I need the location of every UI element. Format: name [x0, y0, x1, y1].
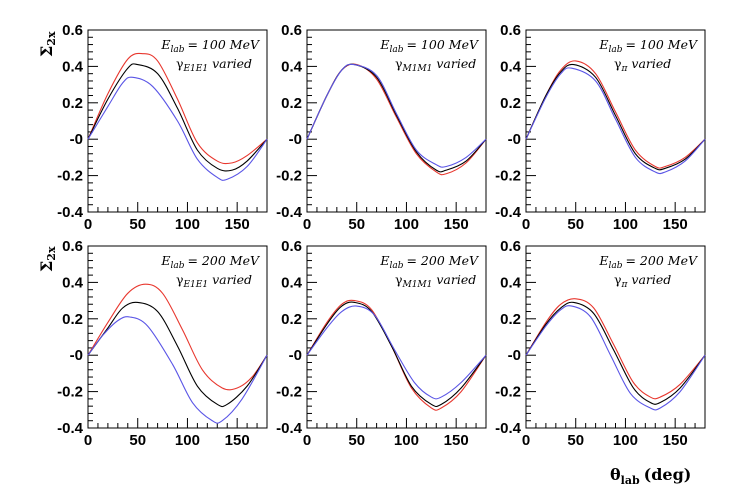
x-tick-label: 150 — [444, 216, 469, 233]
x-tick-label: 50 — [348, 432, 365, 449]
chart-panel-3: -0.4 -0.2 -0 0.2 0.4 0.6 0 50 100 150 Elab = 100 Me… — [495, 22, 706, 233]
x-tick-label: 100 — [394, 432, 419, 449]
series-line-red — [87, 283, 268, 391]
y-tick-label: -0.2 — [276, 168, 302, 185]
y-tick-label: -0.2 — [495, 168, 521, 185]
y-tick-label: -0.4 — [276, 204, 303, 221]
y-tick-label: 0.2 — [62, 311, 83, 328]
y-tick-label: -0.4 — [276, 420, 303, 437]
series-line-blue — [525, 67, 706, 175]
chart-panel-5: -0.4 -0.2 -0 0.2 0.4 0.6 0 50 100 150 Elab = 200 Me… — [276, 238, 487, 449]
y-tick-label: -0 — [70, 131, 83, 148]
series-line-blue — [87, 76, 268, 181]
y-tick-label: -0 — [289, 131, 302, 148]
annotation-parameter: γM1M1 varied — [395, 272, 476, 290]
series-line-black — [525, 63, 706, 171]
series-line-black — [525, 301, 706, 405]
y-tick-label: -0 — [289, 347, 302, 364]
y-tick-label: -0 — [70, 347, 83, 364]
y-tick-label: 0.2 — [281, 95, 302, 112]
series-line-red — [525, 60, 706, 169]
y-axis-label-top: Σ2x — [37, 31, 58, 57]
annotation-energy: Elab = 100 MeV — [598, 37, 699, 55]
series-line-blue — [87, 316, 268, 424]
series-line-black — [87, 63, 268, 172]
annotation-energy: Elab = 200 MeV — [598, 253, 699, 271]
y-tick-label: 0.2 — [281, 311, 302, 328]
y-tick-label: 0.6 — [500, 22, 521, 39]
chart-panel-6: -0.4 -0.2 -0 0.2 0.4 0.6 0 50 100 150 Elab = 200 Me… — [495, 238, 706, 449]
x-tick-label: 100 — [613, 432, 638, 449]
annotation-parameter: γE1E1 varied — [176, 272, 252, 290]
annotation-parameter: γM1M1 varied — [395, 56, 476, 74]
y-tick-label: 0.4 — [500, 58, 522, 75]
annotation-parameter: γπ varied — [614, 272, 671, 290]
y-axis-label-bottom: Σ2x — [37, 246, 58, 272]
y-tick-label: -0.2 — [276, 384, 302, 401]
chart-panel-1: -0.4 -0.2 -0 0.2 0.4 0.6 0 50 100 150 Elab = 100 Me… — [57, 22, 268, 233]
y-tick-label: 0.2 — [500, 95, 521, 112]
x-tick-label: 100 — [613, 216, 638, 233]
x-tick-label: 50 — [567, 432, 584, 449]
y-tick-label: 0.2 — [62, 95, 83, 112]
series-line-blue — [525, 305, 706, 411]
y-tick-label: 0.4 — [62, 58, 84, 75]
x-tick-label: 0 — [522, 216, 530, 233]
x-tick-label: 0 — [84, 432, 92, 449]
x-axis-label: θlab (deg) — [610, 465, 691, 487]
y-tick-label: 0.6 — [62, 22, 83, 39]
series-line-red — [306, 63, 487, 176]
x-tick-label: 50 — [567, 216, 584, 233]
x-tick-label: 100 — [175, 432, 200, 449]
annotation-parameter: γE1E1 varied — [176, 56, 252, 74]
chart-panel-4: -0.4 -0.2 -0 0.2 0.4 0.6 0 50 100 150 Elab = 200 Me… — [57, 238, 268, 449]
series-line-black — [87, 301, 268, 408]
y-tick-label: 0.4 — [281, 58, 303, 75]
series-line-blue — [306, 305, 487, 400]
x-tick-label: 0 — [84, 216, 92, 233]
y-tick-label: -0.4 — [495, 420, 522, 437]
x-tick-label: 50 — [348, 216, 365, 233]
y-tick-label: 0.2 — [500, 311, 521, 328]
series-line-black — [306, 301, 487, 408]
y-tick-label: -0 — [508, 131, 521, 148]
chart-panel-2: -0.4 -0.2 -0 0.2 0.4 0.6 0 50 100 150 Elab = 100 Me… — [276, 22, 487, 233]
x-tick-label: 100 — [394, 216, 419, 233]
x-tick-label: 0 — [303, 216, 311, 233]
y-tick-label: 0.4 — [62, 274, 84, 291]
series-line-red — [525, 298, 706, 400]
x-tick-label: 50 — [129, 432, 146, 449]
annotation-energy: Elab = 100 MeV — [160, 37, 261, 55]
y-tick-label: -0.2 — [495, 384, 521, 401]
x-tick-label: 100 — [175, 216, 200, 233]
x-tick-label: 0 — [303, 432, 311, 449]
series-line-blue — [306, 63, 487, 168]
x-tick-label: 150 — [225, 216, 250, 233]
y-tick-label: 0.6 — [500, 238, 521, 255]
y-tick-label: 0.4 — [281, 274, 303, 291]
annotation-energy: Elab = 200 MeV — [379, 253, 480, 271]
series-line-red — [87, 52, 268, 165]
x-tick-label: 150 — [663, 432, 688, 449]
y-tick-label: -0.4 — [57, 420, 84, 437]
x-tick-label: 150 — [663, 216, 688, 233]
annotation-energy: Elab = 200 MeV — [160, 253, 261, 271]
y-tick-label: -0.2 — [57, 384, 83, 401]
x-tick-label: 150 — [225, 432, 250, 449]
annotation-parameter: γπ varied — [614, 56, 671, 74]
y-tick-label: 0.6 — [281, 22, 302, 39]
x-tick-label: 0 — [522, 432, 530, 449]
x-tick-label: 50 — [129, 216, 146, 233]
y-tick-label: 0.6 — [62, 238, 83, 255]
y-tick-label: -0.4 — [495, 204, 522, 221]
y-tick-label: -0.4 — [57, 204, 84, 221]
y-tick-label: -0.2 — [57, 168, 83, 185]
annotation-energy: Elab = 100 MeV — [379, 37, 480, 55]
y-tick-label: 0.4 — [500, 274, 522, 291]
y-tick-label: 0.6 — [281, 238, 302, 255]
y-tick-label: -0 — [508, 347, 521, 364]
x-tick-label: 150 — [444, 432, 469, 449]
